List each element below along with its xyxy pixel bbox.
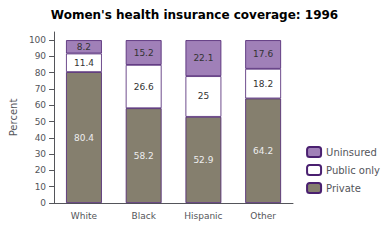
svg-text:64.2: 64.2: [253, 146, 273, 156]
svg-text:15.2: 15.2: [134, 48, 154, 58]
svg-text:Black: Black: [131, 211, 156, 221]
svg-text:17.6: 17.6: [253, 49, 273, 59]
svg-text:0: 0: [40, 198, 46, 208]
svg-text:25: 25: [198, 91, 209, 101]
svg-text:40: 40: [35, 133, 47, 143]
svg-text:Private: Private: [326, 183, 361, 194]
svg-text:90: 90: [35, 51, 47, 61]
svg-text:70: 70: [35, 84, 47, 94]
svg-text:52.9: 52.9: [193, 155, 213, 165]
svg-text:Other: Other: [250, 211, 276, 221]
svg-text:Public only: Public only: [326, 165, 380, 176]
svg-text:20: 20: [35, 165, 47, 175]
svg-text:58.2: 58.2: [134, 151, 154, 161]
svg-text:80.4: 80.4: [74, 133, 94, 143]
svg-text:26.6: 26.6: [134, 82, 154, 92]
svg-text:Uninsured: Uninsured: [326, 147, 377, 158]
svg-text:80: 80: [35, 68, 47, 78]
svg-text:Women's health insurance cover: Women's health insurance coverage: 1996: [51, 8, 338, 22]
svg-text:11.4: 11.4: [74, 58, 94, 68]
svg-text:White: White: [71, 211, 98, 221]
svg-text:Percent: Percent: [8, 99, 19, 137]
svg-text:60: 60: [35, 100, 47, 110]
svg-text:8.2: 8.2: [77, 42, 91, 52]
svg-text:100: 100: [29, 35, 46, 45]
svg-text:18.2: 18.2: [253, 79, 273, 89]
svg-text:22.1: 22.1: [193, 53, 213, 63]
svg-text:50: 50: [35, 117, 47, 127]
svg-text:30: 30: [35, 149, 47, 159]
svg-text:10: 10: [35, 182, 47, 192]
svg-text:Hispanic: Hispanic: [184, 211, 222, 221]
